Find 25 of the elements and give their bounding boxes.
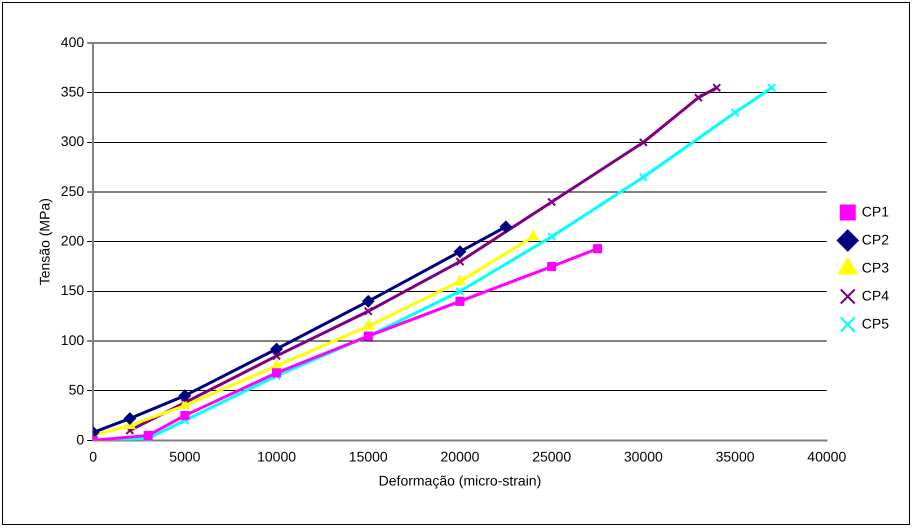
x-tick-label: 30000 <box>624 448 664 465</box>
y-tick-label: 400 <box>60 34 84 50</box>
x-tick-label: 10000 <box>257 448 296 465</box>
y-tick-label: 50 <box>68 382 84 398</box>
x-tick-label: 15000 <box>348 448 388 465</box>
legend-label: CP1 <box>862 203 890 220</box>
x-tick-label: 0 <box>89 448 98 465</box>
y-tick-label: 350 <box>60 84 84 100</box>
y-tick-label: 200 <box>60 232 84 249</box>
legend-label: CP2 <box>862 231 890 248</box>
y-tick-label: 100 <box>60 332 84 348</box>
x-axis-title: Deformação (micro-strain) <box>378 472 542 488</box>
y-axis-title: Tensão (MPa) <box>36 198 52 286</box>
x-tick-label: 25000 <box>532 448 572 465</box>
x-tick-label: 20000 <box>440 448 480 465</box>
legend-label: CP3 <box>862 259 890 276</box>
x-tick-label: 5000 <box>169 448 201 465</box>
y-tick-label: 250 <box>60 182 84 199</box>
y-tick-label: 300 <box>60 133 84 150</box>
x-tick-label: 40000 <box>807 448 846 465</box>
legend-label: CP5 <box>862 315 890 332</box>
y-tick-label: 150 <box>60 282 84 298</box>
legend-label: CP4 <box>862 287 890 304</box>
x-tick-label: 35000 <box>716 448 755 465</box>
y-tick-label: 0 <box>76 431 84 448</box>
